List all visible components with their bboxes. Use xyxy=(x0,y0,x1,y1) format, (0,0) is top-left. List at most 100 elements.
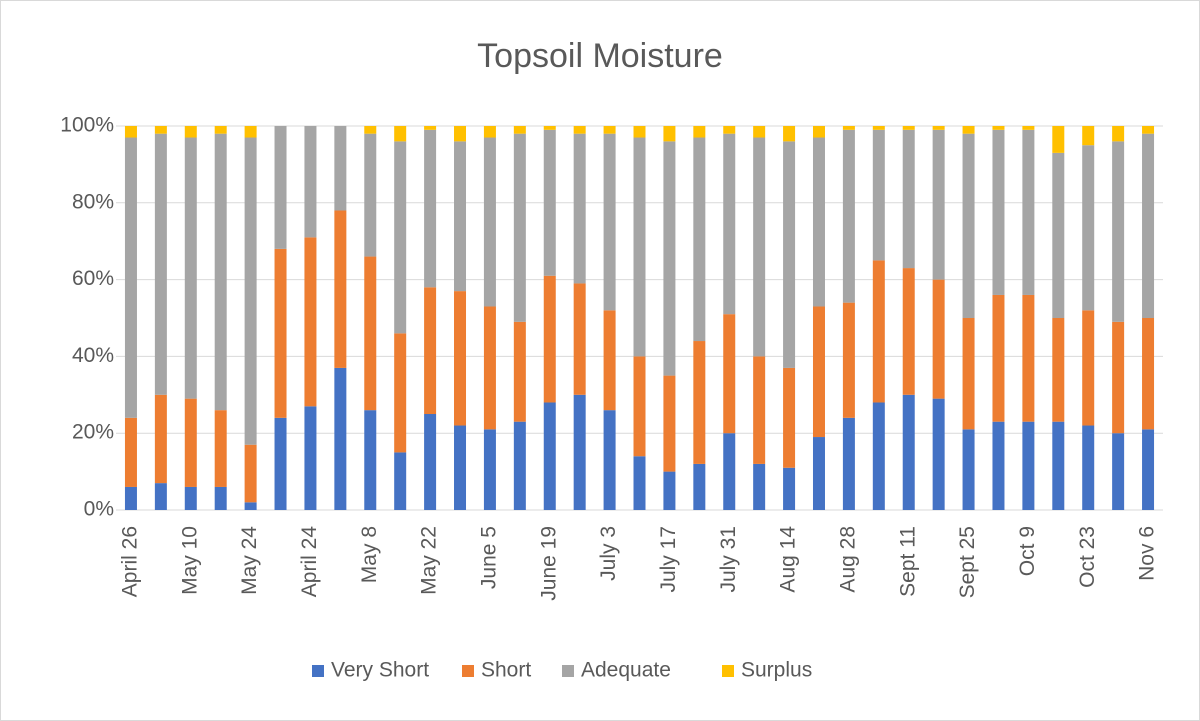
legend-swatch xyxy=(722,665,734,677)
legend-swatch xyxy=(462,665,474,677)
bar-segment xyxy=(184,486,197,510)
bar-segment xyxy=(872,126,885,130)
bar-segment xyxy=(154,483,167,510)
bar-segment xyxy=(842,302,855,418)
bar-segment xyxy=(812,137,825,307)
bar-segment xyxy=(543,402,556,510)
bar-segment xyxy=(184,137,197,399)
bar-segment xyxy=(483,126,496,138)
bar-segment xyxy=(1022,421,1035,510)
bar-segment xyxy=(902,268,915,395)
bar-segment xyxy=(1052,152,1065,318)
bar-segment xyxy=(543,126,556,130)
x-tick-label: July 31 xyxy=(717,526,740,593)
bar-segment xyxy=(124,417,137,487)
legend-swatch xyxy=(312,665,324,677)
bar-segment xyxy=(932,398,945,510)
y-tick-label: 40% xyxy=(72,344,114,367)
bar-segment xyxy=(872,260,885,403)
bar-segment xyxy=(812,126,825,138)
bar-segment xyxy=(364,256,377,411)
bar-segment xyxy=(304,406,317,510)
bar-segment xyxy=(244,137,257,445)
bar-segment xyxy=(783,467,796,510)
bar-segment xyxy=(902,394,915,510)
bar-segment xyxy=(364,410,377,510)
bar-segment xyxy=(454,141,467,292)
legend-swatch xyxy=(562,665,574,677)
bar-segment xyxy=(962,126,975,134)
x-tick-label: July 17 xyxy=(657,526,680,593)
bar-segment xyxy=(753,463,766,510)
bar-segment xyxy=(723,433,736,510)
x-tick-label: June 19 xyxy=(537,526,560,601)
bar-segment xyxy=(1142,126,1155,134)
bar-segment xyxy=(663,141,676,376)
bar-segment xyxy=(663,126,676,142)
bar-segment xyxy=(723,133,736,315)
bar-segment xyxy=(842,417,855,510)
x-tick-label: July 3 xyxy=(597,526,620,581)
bar-segment xyxy=(573,394,586,510)
bar-segment xyxy=(872,129,885,261)
y-tick-label: 0% xyxy=(84,498,114,521)
bar-segment xyxy=(483,429,496,510)
bar-segment xyxy=(214,486,227,510)
bar-segment xyxy=(1112,141,1125,322)
bar-segment xyxy=(573,126,586,134)
bar-segment xyxy=(663,471,676,510)
bar-segment xyxy=(513,133,526,322)
bar-segment xyxy=(962,318,975,430)
legend-label: Very Short xyxy=(331,659,429,682)
bar-segment xyxy=(184,398,197,487)
bar-segment xyxy=(424,126,437,130)
bar-segment xyxy=(932,129,945,280)
bar-segment xyxy=(454,425,467,510)
bar-segment xyxy=(424,129,437,288)
bar-segment xyxy=(244,502,257,510)
y-tick-label: 20% xyxy=(72,421,114,444)
bar-segment xyxy=(573,133,586,284)
bar-segment xyxy=(932,279,945,399)
bar-segment xyxy=(124,137,137,418)
bar-segment xyxy=(454,291,467,426)
bar-segment xyxy=(334,210,347,368)
bar-segment xyxy=(394,126,407,142)
bar-segment xyxy=(753,126,766,138)
x-tick-label: Aug 14 xyxy=(777,526,800,593)
bar-segment xyxy=(244,126,257,138)
bar-segment xyxy=(543,129,556,276)
y-tick-label: 60% xyxy=(72,267,114,290)
x-tick-label: June 5 xyxy=(477,526,500,589)
bar-segment xyxy=(214,133,227,411)
bar-segment xyxy=(184,126,197,138)
chart-title: Topsoil Moisture xyxy=(477,37,723,75)
bar-segment xyxy=(992,129,1005,295)
bar-segment xyxy=(693,463,706,510)
bar-segment xyxy=(214,410,227,487)
bar-segment xyxy=(902,129,915,269)
bar-segment xyxy=(753,356,766,464)
bar-segment xyxy=(812,437,825,510)
bar-segment xyxy=(1142,133,1155,318)
bar-segment xyxy=(633,356,646,457)
bar-segment xyxy=(334,367,347,510)
bar-segment xyxy=(394,141,407,334)
bar-segment xyxy=(1052,421,1065,510)
bar-segment xyxy=(1052,126,1065,153)
x-tick-label: Oct 9 xyxy=(1016,526,1039,576)
bar-segment xyxy=(783,126,796,142)
bar-segment xyxy=(304,126,317,238)
bar-segment xyxy=(812,306,825,438)
x-tick-label: Oct 23 xyxy=(1076,526,1099,588)
bar-segment xyxy=(334,126,347,211)
x-tick-label: Sept 25 xyxy=(956,526,979,598)
bar-segment xyxy=(154,126,167,134)
bar-segment xyxy=(1082,126,1095,146)
bar-segment xyxy=(663,375,676,472)
bar-segment xyxy=(1112,321,1125,434)
bar-segment xyxy=(424,414,437,510)
bar-segment xyxy=(1112,126,1125,142)
x-tick-label: April 24 xyxy=(298,526,321,598)
